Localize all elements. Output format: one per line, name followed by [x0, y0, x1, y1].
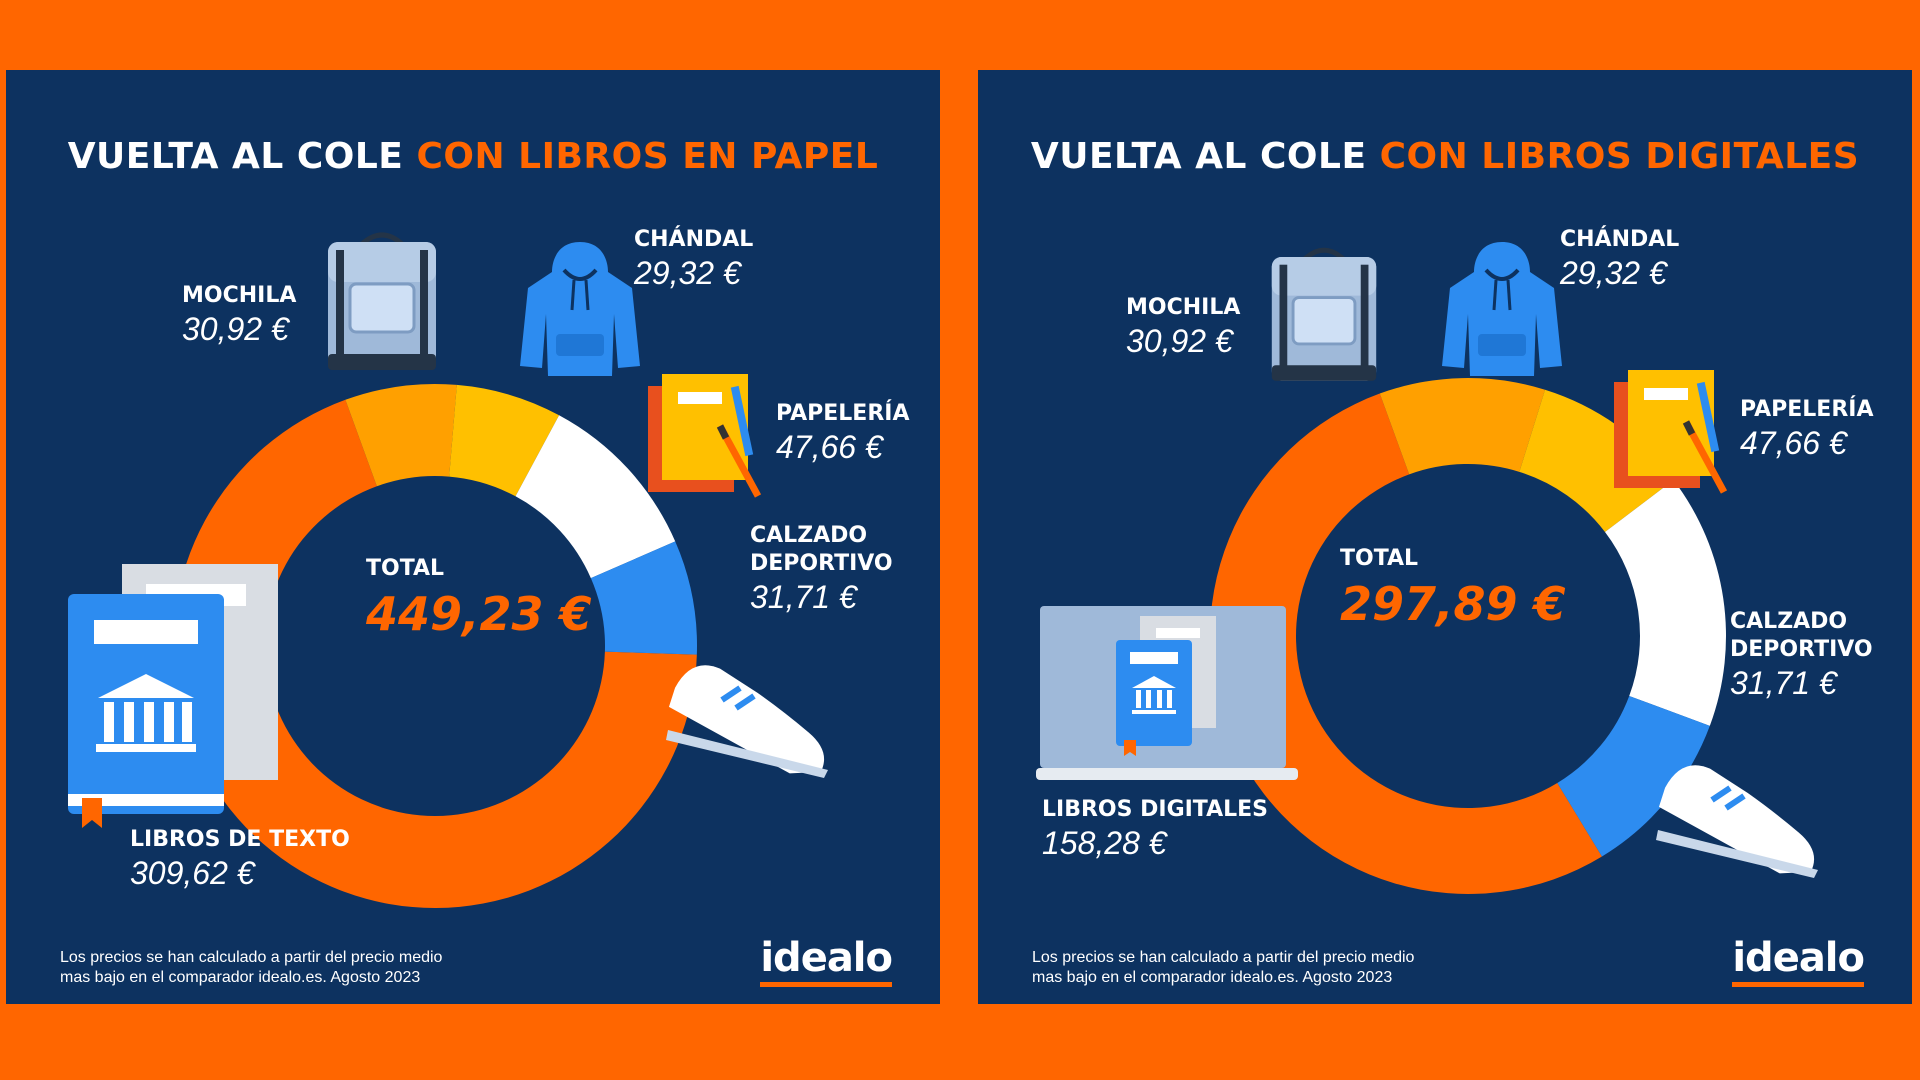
total-value: 297,89 € — [1340, 577, 1566, 631]
chart-panel-paper: VUELTA AL COLE CON LIBROS EN PAPEL — [6, 70, 940, 1004]
slice-name: PAPELERÍA — [1740, 397, 1874, 422]
label-mochila: MOCHILA 30,92 € — [182, 282, 296, 348]
label-chandal: CHÁNDAL 29,32 € — [1560, 226, 1679, 292]
slice-name: MOCHILA — [1126, 295, 1241, 320]
slice-name: CALZADO DEPORTIVO — [750, 523, 893, 576]
donut-slice-0 — [1210, 393, 1602, 894]
slice-value: 47,66 € — [776, 429, 883, 465]
slice-value: 29,32 € — [634, 255, 741, 291]
chart-panel-digital: VUELTA AL COLE CON LIBROS DIGITALES — [978, 70, 1912, 1004]
label-libros-digitales: LIBROS DIGITALES 158,28 € — [1042, 796, 1268, 862]
label-papeleria: PAPELERÍA 47,66 € — [1740, 396, 1873, 462]
sneaker-icon — [1656, 765, 1818, 878]
slice-value: 30,92 € — [182, 311, 289, 347]
donut-slice-3 — [515, 415, 676, 579]
slice-name: CALZADO DEPORTIVO — [1730, 609, 1873, 662]
laptop-ebook-icon — [1036, 606, 1298, 780]
label-libros-texto: LIBROS DE TEXTO 309,62 € — [130, 826, 350, 892]
notebook-pencil-icon — [648, 374, 762, 498]
slice-name: PAPELERÍA — [776, 401, 910, 426]
donut-slice-1 — [345, 384, 457, 487]
idealo-logo: idealo — [760, 936, 893, 987]
donut-chart — [1210, 378, 1726, 894]
slice-value: 29,32 € — [1560, 255, 1667, 291]
donut-slice-4 — [1557, 695, 1710, 857]
idealo-logo: idealo — [1732, 936, 1865, 987]
slice-value: 47,66 € — [1740, 425, 1847, 461]
footnote: Los precios se han calculado a partir de… — [1032, 949, 1415, 986]
total-value: 449,23 € — [366, 587, 592, 641]
sneaker-icon — [666, 665, 828, 778]
donut-slice-3 — [1605, 480, 1726, 726]
total-block: TOTAL 297,89 € — [1340, 546, 1566, 631]
backpack-icon — [328, 232, 436, 370]
slice-name: CHÁNDAL — [634, 227, 754, 252]
notebook-pencil-icon — [1614, 370, 1728, 494]
chart-title: VUELTA AL COLE CON LIBROS DIGITALES — [978, 136, 1912, 177]
hoodie-icon — [520, 242, 640, 376]
backpack-icon — [1271, 247, 1377, 381]
slice-value: 31,71 € — [750, 579, 857, 615]
textbook-icon — [68, 564, 278, 828]
total-label: TOTAL — [366, 556, 445, 581]
slice-value: 158,28 € — [1042, 825, 1167, 861]
label-calzado: CALZADO DEPORTIVO 31,71 € — [750, 522, 920, 616]
slice-value: 30,92 € — [1126, 323, 1233, 359]
slice-value: 309,62 € — [130, 855, 255, 891]
label-mochila: MOCHILA 30,92 € — [1126, 294, 1240, 360]
donut-chart — [173, 384, 697, 909]
donut-slice-4 — [590, 541, 697, 655]
label-calzado: CALZADO DEPORTIVO 31,71 € — [1730, 608, 1900, 702]
donut-slice-0 — [173, 399, 697, 909]
title-main: VUELTA AL COLE — [67, 136, 404, 177]
footnote: Los precios se han calculado a partir de… — [60, 949, 443, 986]
total-block: TOTAL 449,23 € — [366, 556, 592, 641]
title-highlight: CON LIBROS DIGITALES — [1379, 136, 1860, 177]
donut-slice-2 — [449, 384, 560, 497]
donut-slice-1 — [1379, 378, 1546, 475]
label-papeleria: PAPELERÍA 47,66 € — [776, 400, 909, 466]
chart-title: VUELTA AL COLE CON LIBROS EN PAPEL — [6, 136, 940, 177]
title-main: VUELTA AL COLE — [1030, 136, 1367, 177]
slice-name: MOCHILA — [182, 283, 297, 308]
slice-name: LIBROS DIGITALES — [1042, 797, 1269, 822]
slice-name: CHÁNDAL — [1560, 227, 1680, 252]
donut-slice-2 — [1519, 389, 1674, 533]
hoodie-icon — [1442, 242, 1562, 376]
slice-value: 31,71 € — [1730, 665, 1837, 701]
title-highlight: CON LIBROS EN PAPEL — [416, 136, 879, 177]
total-label: TOTAL — [1340, 546, 1419, 571]
label-chandal: CHÁNDAL 29,32 € — [634, 226, 753, 292]
slice-name: LIBROS DE TEXTO — [130, 827, 350, 852]
